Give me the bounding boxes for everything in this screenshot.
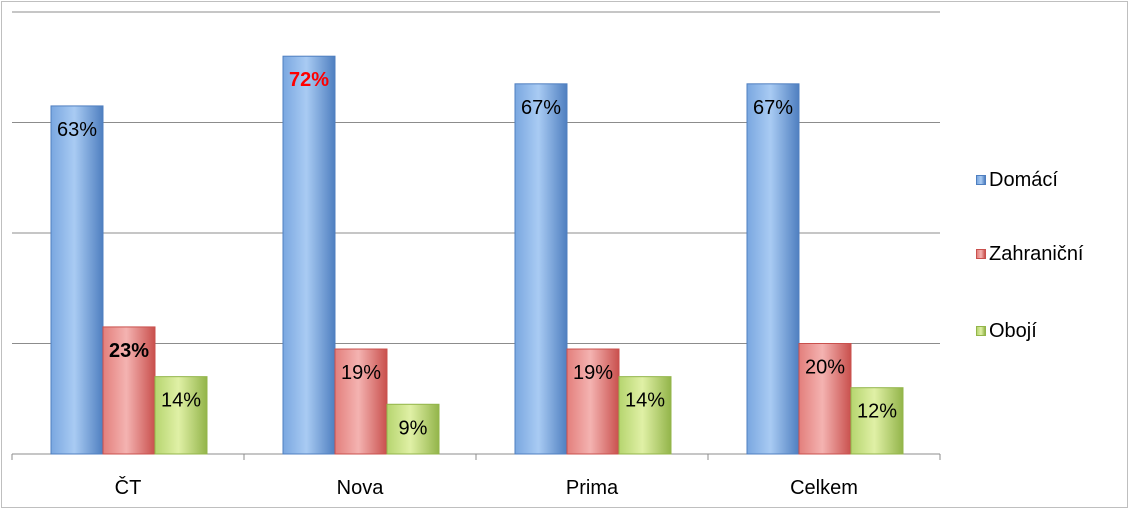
data-label-domaci-nova: 72% xyxy=(289,69,329,91)
bar-oboji-ct xyxy=(154,376,208,455)
bar-zahranicni-prima xyxy=(566,348,620,455)
data-label-zahranicni-nova: 19% xyxy=(341,362,381,384)
x-tick-label-prima: Prima xyxy=(566,477,619,499)
legend-swatch-oboji xyxy=(976,326,986,336)
legend-item-oboji: Obojí xyxy=(976,319,1037,343)
data-label-oboji-nova: 9% xyxy=(399,417,428,439)
legend-swatch-domaci xyxy=(976,175,986,185)
data-label-oboji-celkem: 12% xyxy=(857,401,897,423)
data-label-zahranicni-prima: 19% xyxy=(573,362,613,384)
bar-oboji-prima xyxy=(618,376,672,455)
x-tick-label-nova: Nova xyxy=(337,477,385,499)
bar-zahranicni-ct xyxy=(102,326,156,455)
data-label-oboji-ct: 14% xyxy=(161,390,201,412)
data-label-zahranicni-ct: 23% xyxy=(109,340,149,362)
legend-label-zahranicni: Zahraniční xyxy=(989,242,1084,265)
data-label-zahranicni-celkem: 20% xyxy=(805,357,845,379)
bar-oboji-nova xyxy=(386,403,440,455)
bar-zahranicni-nova xyxy=(334,348,388,455)
legend-label-domaci: Domácí xyxy=(989,168,1058,191)
bar-zahranicni-celkem xyxy=(798,343,852,455)
bar-domaci-ct xyxy=(50,105,104,455)
x-tick-label-ct: ČT xyxy=(115,476,142,499)
bar-domaci-celkem xyxy=(746,83,800,455)
legend-item-zahranicni: Zahraniční xyxy=(976,242,1084,266)
legend-swatch-zahranicni xyxy=(976,249,986,259)
data-label-domaci-ct: 63% xyxy=(57,119,97,141)
legend-label-oboji: Obojí xyxy=(989,319,1037,342)
bar-domaci-prima xyxy=(514,83,568,455)
data-label-domaci-prima: 67% xyxy=(521,97,561,119)
data-label-oboji-prima: 14% xyxy=(625,390,665,412)
bar-oboji-celkem xyxy=(850,387,904,455)
legend-item-domaci: Domácí xyxy=(976,168,1058,192)
bar-domaci-nova xyxy=(282,55,336,455)
x-tick-label-celkem: Celkem xyxy=(790,477,858,499)
data-label-domaci-celkem: 67% xyxy=(753,97,793,119)
